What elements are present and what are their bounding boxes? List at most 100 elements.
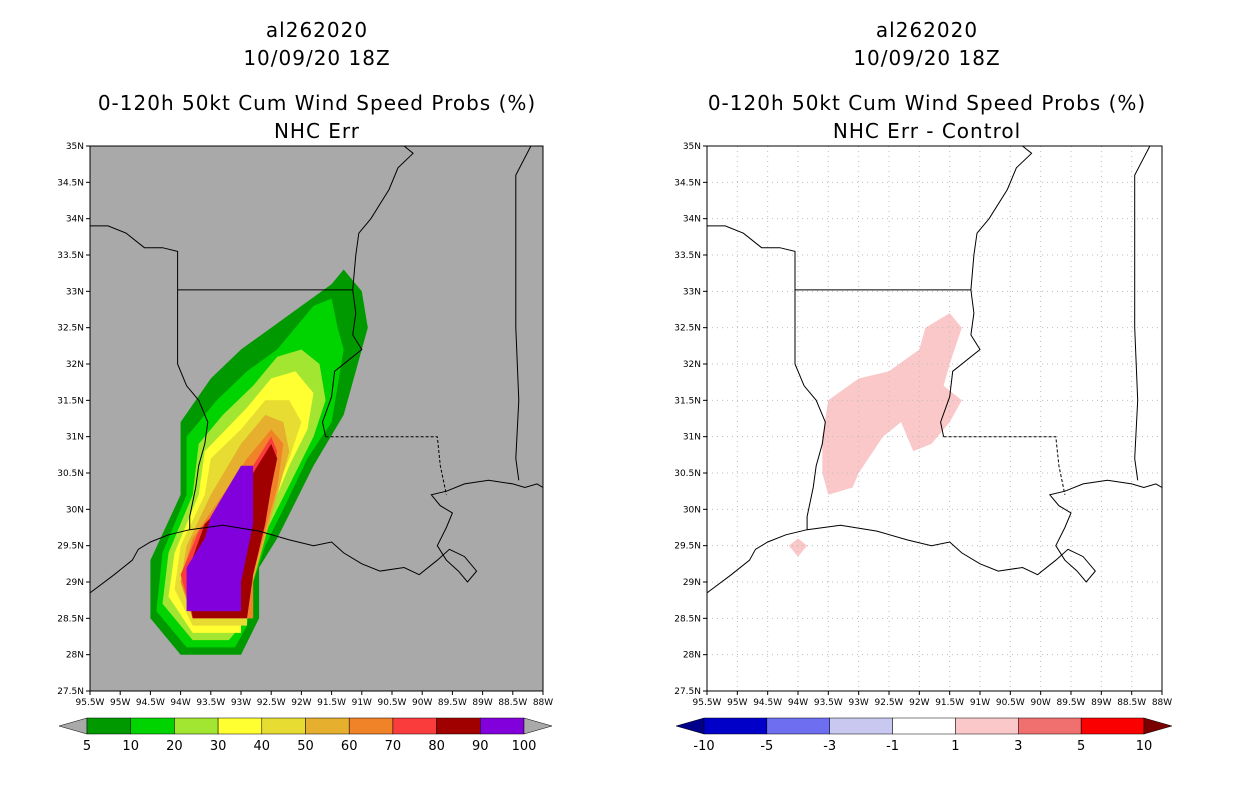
contour-90-9 bbox=[186, 465, 254, 612]
ms-al-border bbox=[515, 145, 532, 481]
colorbar-swatch bbox=[392, 717, 437, 735]
x-tick-label: 92.5W bbox=[875, 698, 904, 708]
x-tick-label: 88.5W bbox=[498, 698, 527, 708]
y-tick-label: 35N bbox=[66, 142, 84, 152]
x-tick-label: 95W bbox=[727, 698, 747, 708]
storm-id-right: al262020 bbox=[875, 18, 979, 42]
x-tick-label: 95.5W bbox=[693, 698, 722, 708]
colorbar-label: 70 bbox=[385, 739, 402, 754]
x-tick-label: 89.5W bbox=[1057, 698, 1086, 708]
colorbar-label: 10 bbox=[1136, 739, 1153, 754]
colorbar-swatch bbox=[130, 717, 175, 735]
panel-left: 95.5W 95W 94.5W 94W 93.5W 93W 92.5W 92W 91.5W 91W… bbox=[57, 142, 553, 754]
y-tick-label: 32N bbox=[66, 360, 84, 370]
x-tick-label: 93W bbox=[231, 698, 251, 708]
colorbar-swatch bbox=[86, 717, 131, 735]
colorbar-label: 20 bbox=[166, 739, 183, 754]
x-tick-label: 88.5W bbox=[1117, 698, 1146, 708]
plot-frame bbox=[89, 145, 544, 692]
colorbar-label: 5 bbox=[1077, 739, 1085, 754]
y-tick-label: 29N bbox=[66, 578, 84, 588]
colorbar-swatch bbox=[955, 717, 1019, 735]
x-tick-label: 89.5W bbox=[438, 698, 467, 708]
x-tick-label: 92W bbox=[291, 698, 311, 708]
y-tick-label: 34.5N bbox=[674, 178, 701, 188]
colorbar-swatch bbox=[829, 717, 893, 735]
colorbar-label: 10 bbox=[122, 739, 139, 754]
x-tick-label: 95.5W bbox=[76, 698, 105, 708]
y-tick-label: 35N bbox=[683, 142, 701, 152]
datetime-left: 10/09/20 18Z bbox=[243, 46, 391, 70]
x-tick-label: 91.5W bbox=[935, 698, 964, 708]
colorbar-label: 100 bbox=[512, 739, 537, 754]
x-tick-label: 88W bbox=[533, 698, 553, 708]
colorbar-swatch bbox=[1080, 717, 1145, 735]
y-tick-label: 27.5N bbox=[57, 687, 84, 697]
storm-id-left: al262020 bbox=[265, 18, 369, 42]
datetime-right: 10/09/20 18Z bbox=[853, 46, 1001, 70]
chart-title-left: 0-120h 50kt Cum Wind Speed Probs (%) bbox=[97, 91, 537, 115]
coastline bbox=[706, 479, 1163, 594]
x-tick-label: 88W bbox=[1152, 698, 1172, 708]
texas-border bbox=[707, 225, 826, 530]
x-tick-label: 93.5W bbox=[814, 698, 843, 708]
la-ms-border bbox=[325, 436, 447, 495]
x-tick-label: 89W bbox=[472, 698, 492, 708]
colorbar-label: 1 bbox=[951, 739, 959, 754]
x-tick-label: 93.5W bbox=[196, 698, 225, 708]
colorbar-label: -10 bbox=[693, 739, 714, 754]
colorbar-label: -3 bbox=[823, 739, 836, 754]
colorbar-swatch bbox=[174, 717, 219, 735]
x-tick-label: 90.5W bbox=[996, 698, 1025, 708]
y-tick-label: 32N bbox=[683, 360, 701, 370]
colorbar-swatch bbox=[1018, 717, 1082, 735]
colorbar-swatch bbox=[766, 717, 830, 735]
la-ms-border bbox=[943, 436, 1066, 495]
chart-subtitle-right: NHC Err - Control bbox=[832, 119, 1022, 143]
y-tick-label: 27.5N bbox=[674, 687, 701, 697]
colorbar-under-triangle bbox=[58, 717, 88, 735]
colorbar-swatch bbox=[348, 717, 394, 735]
mississippi-river bbox=[940, 145, 1033, 437]
y-tick-label: 33.5N bbox=[57, 251, 84, 261]
x-tick-label: 91.5W bbox=[317, 698, 346, 708]
mississippi-river bbox=[321, 145, 414, 437]
x-tick-label: 92W bbox=[909, 698, 929, 708]
colorbar-label: 30 bbox=[210, 739, 227, 754]
colorbar-swatch bbox=[305, 717, 350, 735]
x-tick-label: 90.5W bbox=[378, 698, 407, 708]
y-tick-label: 29.5N bbox=[674, 542, 701, 552]
colorbar-label: 90 bbox=[472, 739, 489, 754]
x-tick-label: 91W bbox=[352, 698, 372, 708]
y-tick-label: 31.5N bbox=[57, 396, 84, 406]
y-tick-label: 28.5N bbox=[57, 614, 84, 624]
panel-right: 95.5W 95W 94.5W 94W 93.5W 93W 92.5W 92W 91.5W 91W… bbox=[674, 142, 1173, 754]
colorbar-label: 40 bbox=[254, 739, 271, 754]
y-tick-label: 28N bbox=[66, 651, 84, 661]
colorbar-label: -5 bbox=[760, 739, 773, 754]
chart-subtitle-left: NHC Err bbox=[273, 119, 361, 143]
coastline bbox=[89, 479, 544, 594]
colorbar-label: -1 bbox=[886, 739, 899, 754]
y-tick-label: 28.5N bbox=[674, 614, 701, 624]
x-tick-label: 92.5W bbox=[257, 698, 286, 708]
plot-frame bbox=[706, 145, 1163, 692]
x-tick-label: 94W bbox=[170, 698, 190, 708]
contour-1-1 bbox=[788, 538, 808, 557]
colorbar-swatch bbox=[436, 717, 481, 735]
y-tick-label: 28N bbox=[683, 651, 701, 661]
colorbar-label: 5 bbox=[83, 739, 91, 754]
colorbar-under-triangle bbox=[675, 717, 705, 735]
ms-al-border bbox=[1134, 145, 1151, 481]
y-tick-label: 33N bbox=[683, 287, 701, 297]
colorbar-swatch bbox=[892, 717, 956, 735]
x-tick-label: 94.5W bbox=[136, 698, 165, 708]
x-tick-label: 93W bbox=[848, 698, 868, 708]
colorbar-label: 60 bbox=[341, 739, 358, 754]
colorbar-over-triangle bbox=[523, 717, 553, 735]
colorbar-over-triangle bbox=[1143, 717, 1173, 735]
colorbar-label: 50 bbox=[297, 739, 314, 754]
x-tick-label: 91W bbox=[970, 698, 990, 708]
y-tick-label: 32.5N bbox=[57, 324, 84, 334]
y-tick-label: 29.5N bbox=[57, 542, 84, 552]
